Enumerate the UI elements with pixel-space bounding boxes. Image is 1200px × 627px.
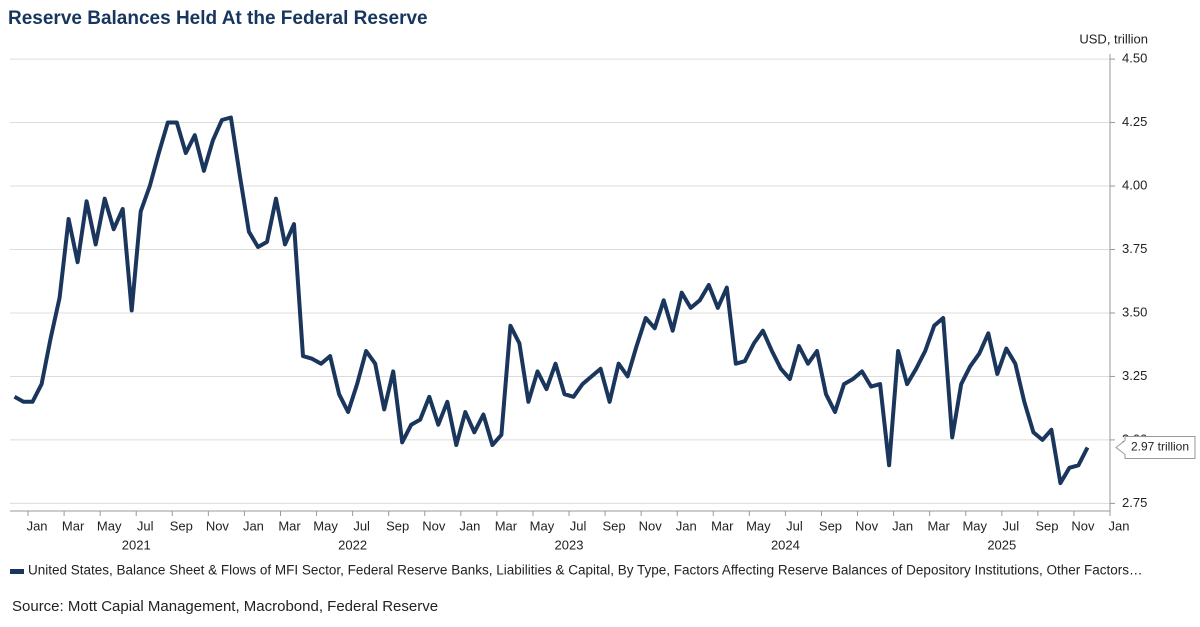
x-year-label: 2024 (771, 537, 800, 552)
x-tick-label: Jan (892, 518, 913, 533)
last-value-box (1115, 436, 1196, 460)
x-tick-label: Mar (62, 518, 85, 533)
source: Source: Mott Capial Management, Macrobon… (12, 598, 438, 615)
x-tick-label: Jan (27, 518, 48, 533)
x-year-label: 2023 (555, 537, 584, 552)
x-year-label: 2021 (122, 537, 151, 552)
x-tick-label: Jan (1109, 518, 1130, 533)
x-year-label: 2025 (987, 537, 1016, 552)
x-year-label: 2022 (338, 537, 367, 552)
legend-swatch (10, 569, 24, 574)
x-tick-label: Mar (278, 518, 301, 533)
x-tick-label: Jul (786, 518, 803, 533)
y-tick-label: 3.75 (1122, 241, 1147, 256)
series-line (13, 115, 1090, 486)
x-tick-label: Sep (386, 518, 409, 533)
x-tick-label: Nov (422, 518, 446, 533)
legend-label: United States, Balance Sheet & Flows of … (28, 563, 1143, 578)
x-tick-label: Jul (137, 518, 154, 533)
last-value-label: 2.97 trillion (1131, 440, 1189, 454)
x-tick-label: Nov (639, 518, 663, 533)
x-tick-label: Nov (855, 518, 879, 533)
x-tick-label: Mar (711, 518, 734, 533)
x-tick-label: Jul (1003, 518, 1020, 533)
y-tick-label: 3.50 (1122, 304, 1147, 319)
x-tick-label: May (313, 518, 338, 533)
x-tick-label: Jan (459, 518, 480, 533)
x-tick-label: Mar (495, 518, 518, 533)
x-tick-label: Nov (206, 518, 230, 533)
x-tick-label: Jul (353, 518, 370, 533)
x-tick-label: Sep (1035, 518, 1058, 533)
x-tick-label: May (530, 518, 555, 533)
y-unit: USD, trillion (1079, 31, 1148, 46)
y-tick-label: 4.00 (1122, 177, 1147, 192)
x-tick-label: Jan (676, 518, 697, 533)
y-tick-label: 2.75 (1122, 495, 1147, 510)
x-tick-label: May (746, 518, 771, 533)
x-tick-label: May (962, 518, 987, 533)
x-tick-label: Jul (570, 518, 587, 533)
x-tick-label: Sep (603, 518, 626, 533)
x-tick-label: Jan (243, 518, 264, 533)
x-tick-label: Nov (1071, 518, 1095, 533)
x-tick-label: Sep (819, 518, 842, 533)
chart-title: Reserve Balances Held At the Federal Res… (8, 8, 428, 29)
x-tick-label: Mar (927, 518, 950, 533)
y-tick-label: 3.25 (1122, 368, 1147, 383)
x-tick-label: May (97, 518, 122, 533)
y-tick-label: 4.50 (1122, 51, 1147, 66)
y-tick-label: 4.25 (1122, 114, 1147, 129)
x-tick-label: Sep (170, 518, 193, 533)
